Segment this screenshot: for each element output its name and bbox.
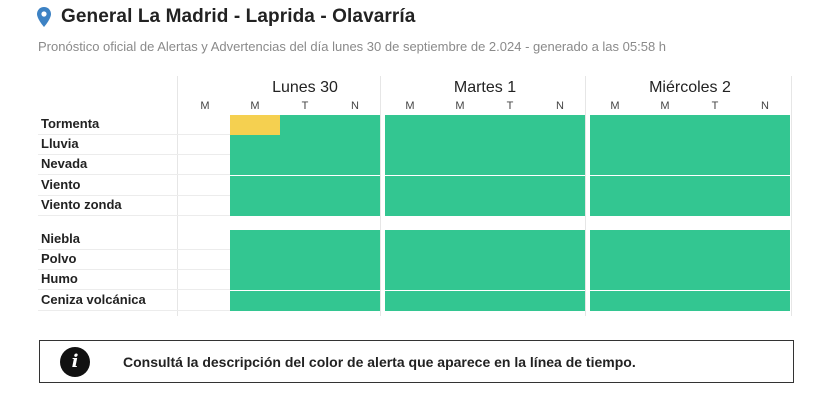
alert-cell-martes [385,135,585,156]
alert-cell-lunes [330,175,380,196]
alert-cell-lunes [280,230,330,250]
alert-type-label: Polvo [41,251,77,267]
alert-row: Lluvia [38,135,794,156]
alert-cell-miercoles [590,195,790,216]
alert-cell-lunes [230,175,280,196]
period-label: T [711,100,719,112]
day-header-lunes: Lunes 30 [272,79,338,96]
alert-type-label: Viento [41,176,81,192]
alert-type-label: Tormenta [41,116,100,131]
alert-cell-lunes [280,290,330,311]
alert-cell-lunes [280,115,330,135]
alert-row: Ceniza volcánica [38,290,794,311]
alert-row: Polvo [38,250,794,271]
period-label: T [506,100,514,112]
row-divider [38,134,230,135]
alert-cell-miercoles [590,135,790,156]
period-label: N [761,100,769,112]
alert-cell-lunes [330,250,380,271]
alert-row: Humo [38,270,794,291]
alert-type-label: Nevada [41,156,88,172]
row-divider [38,289,230,291]
period-label: M [610,100,620,112]
grid-divider [380,76,381,316]
grid-divider [585,76,586,316]
alert-cell-martes [385,115,585,135]
alert-cell-lunes [230,250,280,271]
alert-cell-lunes [230,290,280,311]
row-divider [38,154,230,156]
alert-type-label: Viento zonda [41,196,122,212]
info-icon: i [60,346,90,377]
alert-row: Niebla [38,230,794,250]
alert-cell-miercoles [590,270,790,291]
alert-cell-lunes [230,135,280,156]
period-label: N [556,100,564,112]
day-header-miercoles: Miércoles 2 [649,79,731,96]
row-divider [38,214,230,216]
period-label: N [351,100,359,112]
row-divider [38,309,230,311]
alert-cell-miercoles [590,250,790,271]
alert-row: Tormenta [38,115,794,135]
row-divider [38,269,230,271]
day-header-martes: Martes 1 [453,79,517,96]
period-label: M [200,100,210,112]
alert-type-label: Lluvia [41,136,79,152]
alert-cell-lunes [280,135,330,156]
page-header: General La Madrid - Laprida - Olavarría [37,6,415,28]
alert-type-label: Niebla [41,231,81,246]
alert-cell-lunes [230,230,280,250]
alert-row: Viento [38,175,794,196]
period-label: M [660,100,670,112]
alert-cell-miercoles [590,175,790,196]
alert-cell-lunes [230,155,280,176]
row-divider [38,249,230,250]
alert-cell-lunes [330,195,380,216]
alert-cell-miercoles [590,290,790,311]
row-divider [38,194,230,196]
alert-cell-lunes [230,195,280,216]
period-label: M [455,100,465,112]
alert-cell-lunes [230,115,280,135]
grid-divider [791,76,792,316]
row-divider [38,174,230,176]
alert-cell-martes [385,155,585,176]
alert-cell-lunes [330,115,380,135]
alert-cell-lunes [280,195,330,216]
period-label: T [301,100,309,112]
alert-cell-martes [385,270,585,291]
page-subtitle: Pronóstico oficial de Alertas y Adverten… [38,39,667,54]
grid-divider [177,76,178,316]
alert-cell-martes [385,175,585,196]
alert-cell-martes [385,195,585,216]
alert-cell-miercoles [590,230,790,250]
alert-cell-miercoles [590,115,790,135]
alert-cell-lunes [330,230,380,250]
alert-cell-lunes [330,155,380,176]
alert-cell-lunes [280,270,330,291]
alert-type-label: Humo [41,271,78,287]
alert-cell-lunes [280,175,330,196]
period-label: M [405,100,415,112]
alert-cell-lunes [330,135,380,156]
alert-cell-lunes [230,270,280,291]
alert-cell-miercoles [590,155,790,176]
alert-cell-martes [385,230,585,250]
location-pin-icon [37,7,51,27]
info-banner: i Consultá la descripción del color de a… [39,340,794,383]
alert-row: Viento zonda [38,195,794,216]
period-label: M [250,100,260,112]
alert-cell-lunes [330,290,380,311]
alert-cell-lunes [330,270,380,291]
alert-cell-martes [385,250,585,271]
alert-timeline-grid: Lunes 30 Martes 1 Miércoles 2 M M T N M … [38,76,794,316]
page-title: General La Madrid - Laprida - Olavarría [61,6,416,27]
alert-cell-lunes [280,250,330,271]
alert-row: Nevada [38,155,794,176]
info-text: Consultá la descripción del color de ale… [123,353,636,370]
alert-cell-martes [385,290,585,311]
alert-cell-lunes [280,155,330,176]
alert-type-label: Ceniza volcánica [41,291,146,307]
